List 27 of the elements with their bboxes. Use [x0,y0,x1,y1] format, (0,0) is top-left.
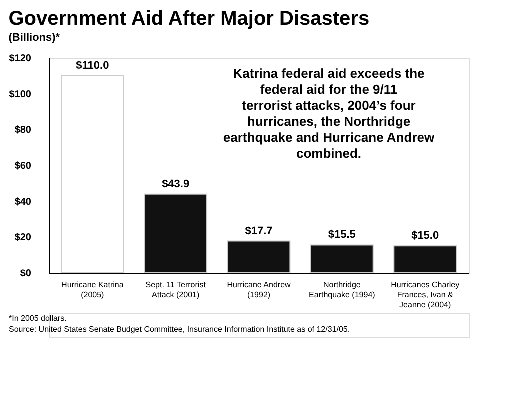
data-label: $110.0 [76,60,110,72]
chart-subtitle: (Billions)* [8,32,61,44]
x-tick-label: Hurricane Katrina (2005) [62,280,124,300]
y-tick-label: $100 [9,89,32,100]
annotation: Katrina federal aid exceeds the federal aid for the 9/11 terrorist attacks, 2004’s four hurricanes, the Northridge earthquake and Hurricane Andrew combined. [223,66,436,161]
data-label: $43.9 [162,178,190,190]
bar [60,75,124,274]
y-tick-label: $40 [14,196,32,208]
bar [394,246,458,274]
bar [227,240,291,274]
data-label: $15.5 [328,229,356,242]
y-tick-label: $20 [14,232,32,244]
y-tick-label: $60 [14,161,32,172]
data-label: $15.0 [412,230,440,242]
text: *In 2005 dollars. [9,314,67,323]
y-tick-label: $0 [20,268,32,280]
data-label: $17.7 [245,225,273,238]
chart-title: Government Aid After Major Disasters [8,8,370,30]
y-tick-label: $80 [14,125,32,136]
x-tick-label: Hurricane Andrew (1992) [227,280,292,300]
bar [310,244,374,274]
x-tick-label: Northridge Earthquake (1994) [309,280,376,300]
y-tick-label: $120 [9,54,32,64]
source-note: Source: United States Senate Budget Committee, Insurance Information Institute as of 12/31/05. [9,325,350,334]
x-tick-label: Sept. 11 Terrorist Attack (2001) [146,280,207,300]
bar [144,194,208,274]
x-tick-label: Hurricanes Charley Frances, Ivan & Jeanne (2004) [391,280,460,310]
